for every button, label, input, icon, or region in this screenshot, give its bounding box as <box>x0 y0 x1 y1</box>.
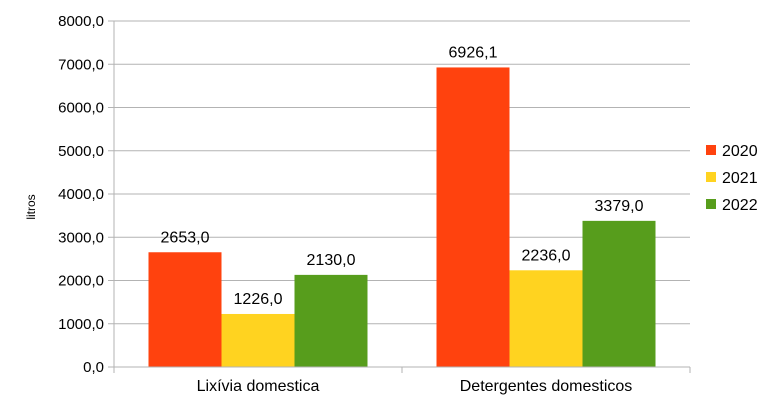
y-axis-label: litros <box>24 194 38 219</box>
x-tick-labels: Lixívia domestica Detergentes domesticos <box>197 378 633 395</box>
legend-label: 2021 <box>722 170 758 187</box>
y-tick-label: 3000,0 <box>58 229 104 246</box>
bar <box>294 274 368 367</box>
bar <box>582 220 656 367</box>
bars <box>148 67 656 368</box>
data-label: 2130,0 <box>307 252 356 269</box>
bar <box>436 67 510 368</box>
legend: 2020 2021 2022 <box>706 143 758 214</box>
data-labels: 2653,0 1226,0 2130,0 6926,1 2236,0 3379,0 <box>161 44 644 308</box>
y-tick-labels: 0,0 1000,0 2000,0 3000,0 4000,0 5000,0 6000,0 7… <box>58 13 104 376</box>
y-tick-label: 8000,0 <box>58 13 104 30</box>
y-tick-label: 2000,0 <box>58 273 104 290</box>
data-label: 1226,0 <box>234 291 283 308</box>
x-tick-label: Lixívia domestica <box>197 378 320 395</box>
y-tick-label: 1000,0 <box>58 316 104 333</box>
bar <box>221 313 295 367</box>
legend-swatch <box>706 199 716 209</box>
y-tick-label: 7000,0 <box>58 56 104 73</box>
axes <box>108 20 691 373</box>
bar <box>148 252 222 367</box>
y-tick-label: 6000,0 <box>58 100 104 117</box>
x-tick-label: Detergentes domesticos <box>460 378 633 395</box>
y-tick-label: 5000,0 <box>58 143 104 160</box>
y-tick-label: 0,0 <box>83 359 104 376</box>
bar <box>509 270 583 367</box>
data-label: 6926,1 <box>449 44 498 61</box>
data-label: 2236,0 <box>522 247 571 264</box>
data-label: 3379,0 <box>595 198 644 215</box>
legend-swatch <box>706 172 716 182</box>
legend-label: 2020 <box>722 143 758 160</box>
y-tick-label: 4000,0 <box>58 186 104 203</box>
legend-label: 2022 <box>722 197 758 214</box>
legend-swatch <box>706 145 716 155</box>
data-label: 2653,0 <box>161 229 210 246</box>
